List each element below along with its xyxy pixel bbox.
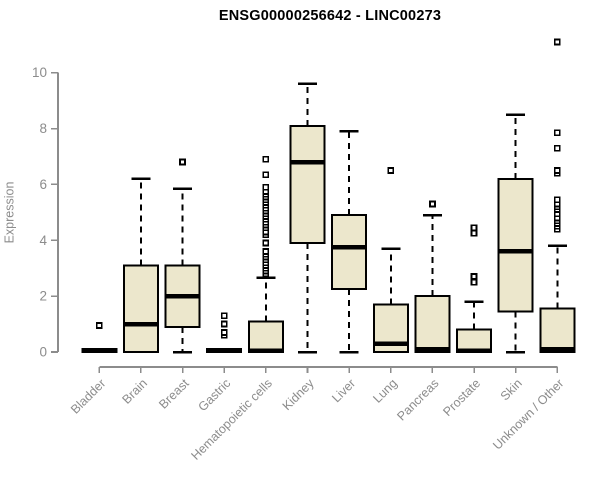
x-category-label-gastric: Gastric [195,376,233,414]
x-category-label-lung: Lung [370,376,400,406]
x-category-label-skin: Skin [498,376,525,403]
iqr-box [289,124,326,245]
y-tick-label: 10 [32,65,47,80]
outlier-point [262,171,270,178]
outlier-point [220,329,228,336]
outlier-point [220,320,228,328]
outlier-point [553,38,561,46]
y-axis: 0 2 4 6 8 10 [32,65,59,360]
outlier-point [470,224,478,232]
outlier-point [553,196,561,204]
x-category-label-breast: Breast [156,376,192,412]
box-group-prostate [456,224,493,354]
x-category-label-unknown-other: Unknown / Other [490,376,566,452]
outlier-point [262,248,270,255]
iqr-box [331,214,368,291]
outlier-point [553,129,561,137]
outlier-point [387,167,395,174]
outlier-point [262,239,270,247]
iqr-box [414,295,451,354]
box-group-pancreas [414,200,451,354]
outlier-point [470,229,478,237]
x-category-label-brain: Brain [120,376,151,407]
box-group-lung [372,167,409,354]
x-category-label-hematopoietic-cells: Hematopoietic cells [188,376,275,463]
outlier-point [553,144,561,152]
y-tick-label: 8 [39,121,47,136]
y-tick-label: 2 [39,289,47,304]
y-tick-label: 4 [39,233,47,248]
chart-title: ENSG00000256642 - LINC00273 [218,8,442,24]
outlier-point [470,278,478,286]
y-tick-label: 6 [39,177,47,192]
y-tick-label: 0 [39,345,47,360]
box-group-kidney [289,82,326,354]
x-category-label-kidney: Kidney [280,376,317,413]
outlier-point [262,155,270,163]
box-group-brain [122,177,159,353]
outlier-point [95,322,103,329]
box-group-bladder [81,322,118,354]
box-group-gastric [206,312,243,354]
outlier-point [429,200,436,208]
iqr-box [122,264,159,353]
outlier-point [553,167,561,174]
box-group-liver [331,130,368,354]
x-category-label-pancreas: Pancreas [394,376,441,423]
outlier-point [179,158,186,166]
box-group-hematopoietic-cells [247,155,284,354]
x-category-label-liver: Liver [329,376,358,405]
outlier-point [262,183,270,191]
iqr-box [539,307,576,353]
iqr-box [497,177,534,313]
box-group-skin [497,113,534,354]
box-group-unknown-other [539,38,576,353]
outlier-point [220,312,228,320]
box-group-breast [164,158,201,354]
x-category-label-bladder: Bladder [68,376,108,416]
outlier-point [470,273,478,280]
x-category-label-prostate: Prostate [440,376,483,419]
iqr-box [247,320,284,354]
